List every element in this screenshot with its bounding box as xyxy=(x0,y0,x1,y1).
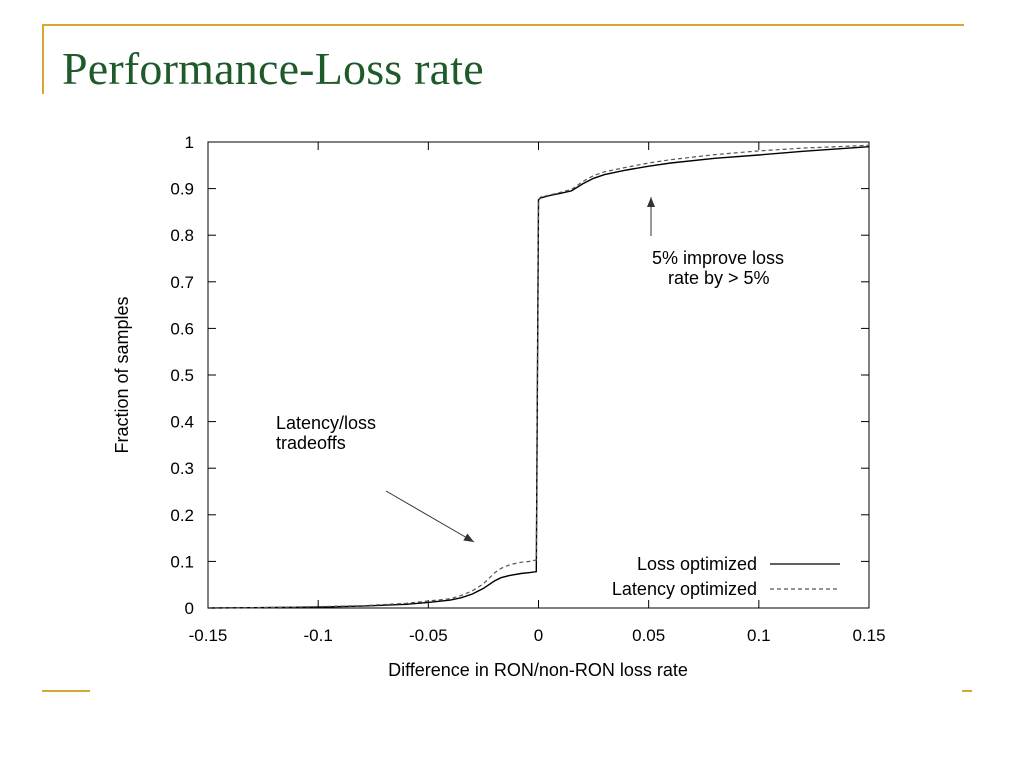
y-tick-label: 0.2 xyxy=(170,506,194,525)
arrow-head-icon xyxy=(647,197,655,207)
y-tick-label: 0 xyxy=(185,599,194,618)
y-tick-label: 1 xyxy=(185,133,194,152)
arrow-head-icon xyxy=(463,533,474,542)
x-tick-label: 0.05 xyxy=(632,626,665,645)
y-tick-label: 0.8 xyxy=(170,226,194,245)
annotation-text: Latency/loss xyxy=(276,413,376,433)
x-tick-label: 0.15 xyxy=(852,626,885,645)
legend-label: Latency optimized xyxy=(612,579,757,599)
legend: Loss optimized Latency optimized xyxy=(612,554,840,599)
x-axis-label: Difference in RON/non-RON loss rate xyxy=(388,660,688,680)
slide-title: Performance-Loss rate xyxy=(62,43,484,94)
annotation-arrow xyxy=(385,490,475,543)
x-tick-label: 0 xyxy=(534,626,543,645)
accent-line-bottom-right xyxy=(962,690,972,692)
y-tick-label: 0.7 xyxy=(170,273,194,292)
x-tick-label: 0.1 xyxy=(747,626,771,645)
x-axis-ticks: -0.15 -0.1 -0.05 0 0.05 0.1 0.15 xyxy=(189,142,886,645)
x-tick-label: -0.05 xyxy=(409,626,448,645)
annotation-text: rate by > 5% xyxy=(668,268,770,288)
y-axis-label: Fraction of samples xyxy=(112,296,132,453)
series-line-latency-optimized xyxy=(207,144,870,609)
series-layer xyxy=(207,144,870,609)
accent-line-bottom-left xyxy=(42,690,90,692)
y-tick-label: 0.1 xyxy=(170,552,194,571)
y-tick-label: 0.5 xyxy=(170,366,194,385)
y-tick-label: 0.3 xyxy=(170,459,194,478)
y-tick-label: 0.6 xyxy=(170,319,194,338)
x-tick-label: -0.15 xyxy=(189,626,228,645)
series-line-loss-optimized xyxy=(207,146,870,609)
accent-line-top xyxy=(42,24,964,26)
y-tick-label: 0.4 xyxy=(170,413,194,432)
y-axis-ticks: 0 0.1 0.2 0.3 0.4 0.5 0.6 0.7 0.8 0.9 1 xyxy=(170,133,869,618)
legend-label: Loss optimized xyxy=(637,554,757,574)
annotation-text: tradeoffs xyxy=(276,433,346,453)
x-tick-label: -0.1 xyxy=(304,626,333,645)
accent-line-left xyxy=(42,24,44,94)
annotation-text: 5% improve loss xyxy=(652,248,784,268)
y-tick-label: 0.9 xyxy=(170,180,194,199)
